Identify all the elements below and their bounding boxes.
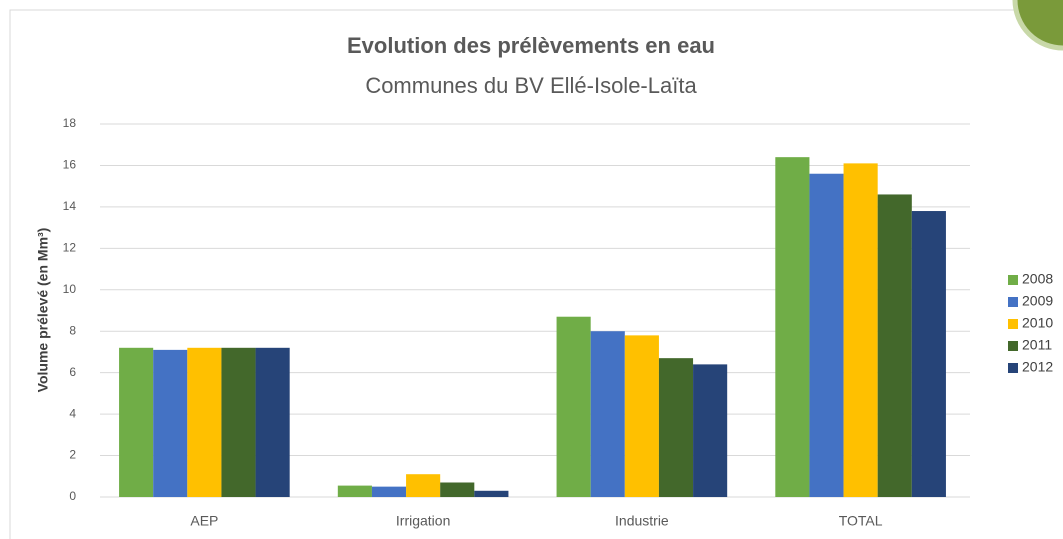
x-tick-label: Irrigation: [396, 513, 450, 529]
bar: [371, 486, 407, 497]
y-tick-label: 10: [63, 282, 77, 296]
legend-swatch: [1008, 363, 1018, 373]
corner-badge: [1012, 0, 1063, 51]
x-tick-label: TOTAL: [839, 513, 883, 529]
bar: [255, 347, 290, 497]
y-tick-label: 18: [63, 116, 77, 130]
y-tick-label: 8: [69, 323, 76, 337]
legend-swatch: [1008, 341, 1018, 351]
chart-border: [9, 9, 1063, 539]
bar: [911, 211, 946, 498]
legend-label: 2011: [1022, 337, 1052, 353]
bar: [693, 364, 728, 497]
bar: [406, 474, 441, 497]
bar: [809, 173, 844, 497]
legend-label: 2010: [1022, 315, 1053, 331]
legend-label: 2009: [1022, 293, 1053, 309]
bar: [187, 347, 222, 497]
chart-subtitle: Communes du BV Ellé-Isole-Laïta: [365, 73, 697, 98]
legend-label: 2012: [1022, 359, 1053, 375]
bar: [337, 485, 372, 497]
legend-swatch: [1008, 319, 1018, 329]
y-axis-label: Volume prélevé (en Mm³): [35, 228, 51, 393]
legend-swatch: [1008, 297, 1018, 307]
y-tick-label: 2: [69, 448, 76, 462]
bar: [153, 349, 188, 497]
bar: [440, 482, 475, 497]
y-tick-label: 0: [69, 489, 76, 503]
bar: [658, 358, 694, 497]
bar: [775, 157, 810, 497]
x-tick-label: Industrie: [615, 513, 669, 529]
y-tick-label: 14: [63, 199, 77, 213]
bar: [474, 490, 509, 497]
bar: [877, 194, 912, 497]
chart-title: Evolution des prélèvements en eau: [347, 33, 715, 58]
bar: [119, 347, 154, 497]
bar: [556, 316, 591, 497]
bar: [590, 331, 625, 497]
bar: [221, 347, 256, 497]
bar: [624, 335, 659, 497]
y-tick-label: 12: [63, 241, 77, 255]
y-tick-label: 6: [69, 365, 76, 379]
bar: [843, 163, 878, 497]
legend-swatch: [1008, 275, 1018, 285]
x-tick-label: AEP: [190, 513, 218, 529]
legend-label: 2008: [1022, 271, 1053, 287]
y-tick-label: 16: [63, 158, 77, 172]
y-tick-label: 4: [69, 406, 76, 420]
